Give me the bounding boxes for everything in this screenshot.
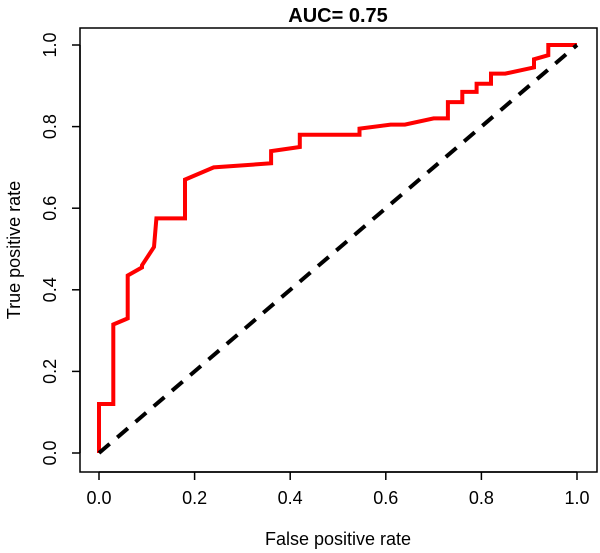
plot-area: [79, 27, 598, 473]
roc-curve-line: [97, 43, 577, 453]
y-tick-label: 1.0: [40, 32, 60, 57]
x-tick-label: 0.2: [182, 488, 207, 508]
reference-diagonal-line: [97, 43, 579, 455]
y-tick-label: 0.8: [40, 114, 60, 139]
y-tick-label: 0.6: [40, 196, 60, 221]
x-tick-label: 0.0: [86, 488, 111, 508]
y-axis-label: True positive rate: [4, 181, 24, 319]
x-axis-label: False positive rate: [265, 529, 411, 549]
x-tick-label: 0.8: [469, 488, 494, 508]
y-tick-label: 0.2: [40, 359, 60, 384]
axes: 0.0 0.2 0.4 0.6 0.8 1.0 0.0 0.2 0.4 0.6 0.8 1.0: [40, 32, 590, 508]
y-tick-label: 0.0: [40, 440, 60, 465]
x-tick-label: 0.6: [373, 488, 398, 508]
x-tick-label: 1.0: [564, 488, 589, 508]
y-tick-label: 0.4: [40, 277, 60, 302]
chart-title: AUC= 0.75: [288, 5, 388, 27]
x-tick-label: 0.4: [278, 488, 303, 508]
